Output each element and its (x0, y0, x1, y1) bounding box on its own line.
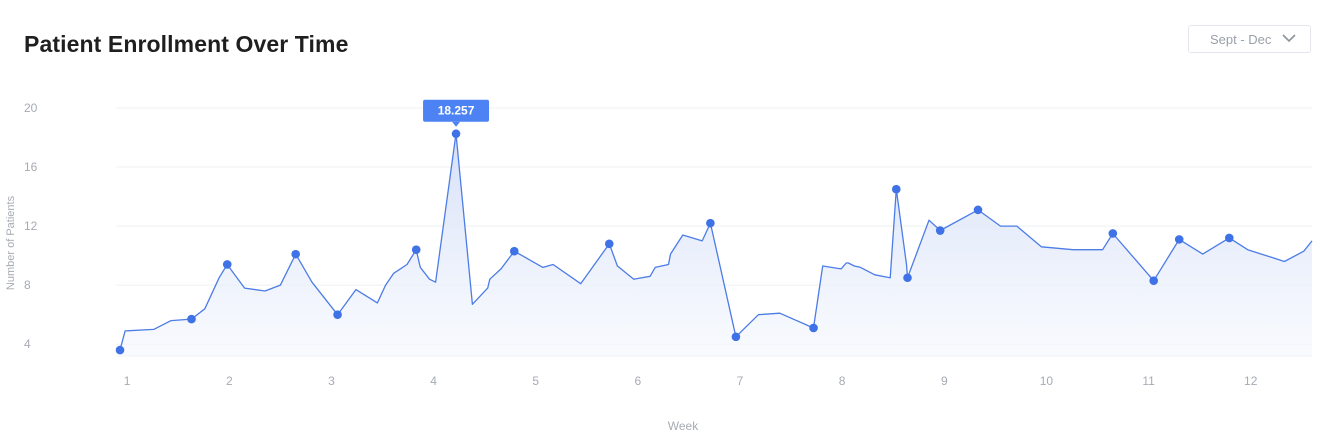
data-point[interactable] (187, 314, 196, 324)
x-tick-label: 6 (635, 374, 642, 388)
tooltip-value: 18.257 (438, 104, 475, 118)
x-axis-title: Week (668, 419, 699, 433)
data-point[interactable] (1174, 235, 1184, 244)
date-range-select[interactable]: Sept - Dec (1188, 25, 1311, 53)
y-tick-label: 12 (24, 219, 38, 233)
data-point[interactable] (509, 246, 519, 256)
x-tick-label: 5 (532, 374, 539, 388)
data-point[interactable] (1149, 276, 1158, 286)
data-point[interactable] (411, 245, 421, 255)
series-area (120, 133, 1312, 356)
chevron-down-icon (1282, 34, 1296, 43)
x-tick-label: 11 (1142, 374, 1155, 388)
x-tick-label: 3 (328, 374, 335, 388)
data-point[interactable] (706, 218, 715, 228)
x-tick-label: 10 (1040, 374, 1054, 388)
data-point[interactable] (115, 345, 125, 355)
x-tick-label: 12 (1244, 374, 1258, 388)
data-point[interactable] (973, 205, 983, 215)
y-tick-label: 8 (24, 278, 31, 292)
data-point[interactable] (1224, 233, 1234, 243)
x-tick-label: 2 (226, 374, 233, 388)
data-point[interactable] (333, 310, 342, 319)
x-tick-label: 9 (941, 374, 948, 388)
y-tick-label: 16 (24, 160, 38, 174)
page-title: Patient Enrollment Over Time (24, 31, 349, 57)
data-point[interactable] (291, 249, 300, 259)
data-point[interactable] (1108, 229, 1118, 238)
date-range-value: Sept - Dec (1210, 32, 1272, 47)
data-point[interactable] (809, 323, 818, 333)
data-point[interactable] (604, 239, 614, 249)
tooltip-pointer (452, 121, 461, 127)
x-tick-label: 8 (839, 374, 846, 388)
series-line (119, 133, 1313, 351)
x-tick-label: 7 (737, 374, 744, 388)
y-axis-title: Number of Patients (5, 195, 17, 290)
tooltip-box (423, 99, 490, 122)
data-point[interactable] (903, 273, 912, 283)
data-point[interactable] (222, 260, 232, 269)
data-point[interactable] (935, 226, 945, 235)
data-point[interactable] (731, 332, 741, 342)
data-point[interactable] (891, 184, 901, 194)
x-tick-label: 4 (430, 374, 437, 388)
x-tick-label: 1 (124, 374, 131, 388)
y-tick-label: 20 (24, 101, 38, 115)
y-tick-label: 4 (24, 337, 31, 351)
data-point[interactable] (451, 129, 461, 139)
